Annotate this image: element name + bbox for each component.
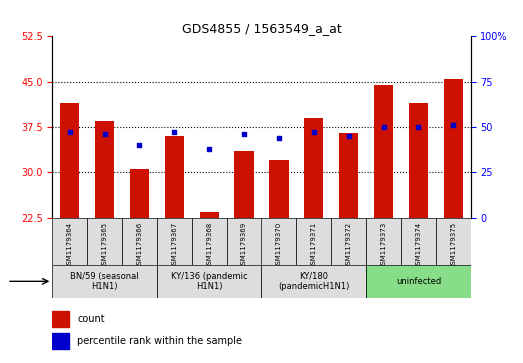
Text: KY/136 (pandemic
H1N1): KY/136 (pandemic H1N1) — [171, 272, 247, 291]
Bar — [436, 218, 471, 265]
Bar — [262, 265, 366, 298]
Bar — [409, 103, 428, 218]
Bar — [366, 265, 471, 298]
Text: GSM1179375: GSM1179375 — [450, 221, 456, 269]
Bar — [262, 218, 297, 265]
Bar — [52, 218, 87, 265]
Text: GSM1179373: GSM1179373 — [381, 221, 386, 269]
Bar — [297, 218, 331, 265]
Bar — [95, 121, 114, 218]
Text: GSM1179371: GSM1179371 — [311, 221, 317, 269]
Bar — [157, 265, 262, 298]
Bar — [87, 218, 122, 265]
Text: GSM1179372: GSM1179372 — [346, 221, 351, 269]
Text: GSM1179365: GSM1179365 — [101, 221, 108, 269]
Text: GSM1179370: GSM1179370 — [276, 221, 282, 269]
Point — [275, 135, 283, 141]
Point — [449, 122, 458, 128]
Bar — [200, 212, 219, 218]
Point — [135, 142, 144, 148]
Bar — [52, 333, 69, 349]
Point — [100, 131, 109, 137]
Bar — [304, 118, 323, 218]
Text: uninfected: uninfected — [396, 277, 441, 286]
Bar — [444, 79, 463, 218]
Bar — [226, 218, 262, 265]
Text: GSM1179366: GSM1179366 — [137, 221, 142, 269]
Text: count: count — [77, 314, 105, 324]
Bar — [339, 133, 358, 218]
Bar — [234, 151, 254, 218]
Text: GSM1179367: GSM1179367 — [172, 221, 177, 269]
Bar — [374, 85, 393, 218]
Point — [414, 124, 423, 130]
Bar — [60, 103, 79, 218]
Bar — [331, 218, 366, 265]
Point — [65, 130, 74, 135]
Text: GSM1179364: GSM1179364 — [67, 221, 73, 269]
Bar — [192, 218, 226, 265]
Bar — [401, 218, 436, 265]
Bar — [157, 218, 192, 265]
Text: GSM1179374: GSM1179374 — [415, 221, 422, 269]
Point — [170, 130, 178, 135]
Text: percentile rank within the sample: percentile rank within the sample — [77, 337, 242, 346]
Title: GDS4855 / 1563549_a_at: GDS4855 / 1563549_a_at — [181, 22, 342, 35]
Text: GSM1179368: GSM1179368 — [206, 221, 212, 269]
Bar — [52, 265, 157, 298]
Text: GSM1179369: GSM1179369 — [241, 221, 247, 269]
Point — [345, 133, 353, 139]
Bar — [122, 218, 157, 265]
Point — [310, 130, 318, 135]
Text: BN/59 (seasonal
H1N1): BN/59 (seasonal H1N1) — [70, 272, 139, 291]
Bar — [130, 170, 149, 218]
Point — [205, 146, 213, 152]
Bar — [52, 311, 69, 327]
Text: KY/180
(pandemicH1N1): KY/180 (pandemicH1N1) — [278, 272, 349, 291]
Point — [240, 131, 248, 137]
Bar — [366, 218, 401, 265]
Bar — [269, 160, 289, 218]
Bar — [165, 136, 184, 218]
Point — [379, 124, 388, 130]
